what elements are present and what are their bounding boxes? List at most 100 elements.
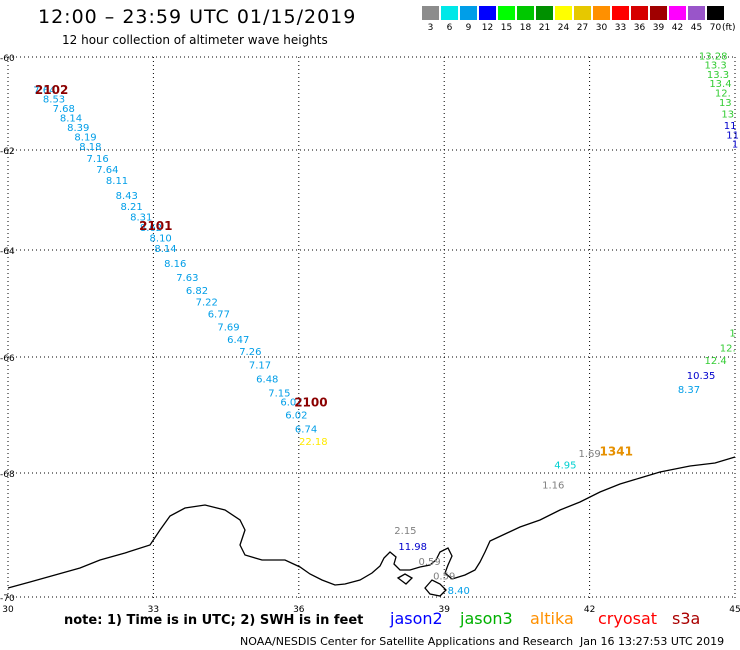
- longitude-tick-label: 45: [729, 605, 740, 615]
- latitude-tick-label: -70: [0, 594, 15, 604]
- wave-height-label: 8.40: [448, 586, 470, 597]
- scale-swatch: [441, 6, 458, 20]
- wave-height-label: 1: [732, 140, 738, 151]
- scale-label: 24: [557, 23, 570, 33]
- wave-height-label: 11: [724, 121, 737, 132]
- wave-height-label: 8.14: [154, 244, 176, 255]
- longitude-tick-label: 36: [293, 605, 305, 615]
- scale-label: 3: [427, 23, 434, 33]
- wave-height-label: 7.69: [217, 322, 239, 333]
- wave-height-label: 1.69: [578, 449, 600, 460]
- track-id-label: 1341: [600, 445, 633, 459]
- scale-swatch: [536, 6, 553, 20]
- wave-height-label: 7.15: [268, 388, 290, 399]
- scale-swatch: [422, 6, 439, 20]
- wave-height-label: 8.53: [43, 95, 65, 106]
- scale-swatch: [574, 6, 591, 20]
- wave-height-label: 6.82: [186, 286, 208, 297]
- scale-unit: (ft): [722, 23, 736, 33]
- wave-height-label: 6.48: [256, 375, 278, 386]
- scale-label: 30: [595, 23, 608, 33]
- scale-label: 33: [614, 23, 627, 33]
- wave-height-label: 7.22: [196, 298, 218, 309]
- scale-swatch: [669, 6, 686, 20]
- latitude-tick-label: -62: [0, 147, 15, 157]
- longitude-tick-label: 33: [148, 605, 159, 615]
- latitude-tick-label: -66: [0, 354, 15, 364]
- wave-height-label: 6.47: [227, 335, 249, 346]
- wave-height-label: 8.14: [60, 114, 82, 125]
- scale-label: 18: [519, 23, 532, 33]
- scale-swatch: [688, 6, 705, 20]
- wave-height-label: 2.15: [394, 526, 416, 537]
- footer-timestamp: Jan 16 13:27:53 UTC 2019: [580, 635, 725, 648]
- map-subtitle: 12 hour collection of altimeter wave hei…: [62, 33, 328, 47]
- wave-height-label: 6.74: [295, 424, 317, 435]
- satellite-legend-altika: altika: [530, 609, 574, 628]
- wave-height-label: 12.4: [704, 356, 726, 367]
- wave-height-label: 8.16: [164, 259, 186, 270]
- wave-height-label: 12.: [715, 89, 731, 100]
- wave-height-label: 7.17: [249, 361, 271, 372]
- track-id-label: 2101: [139, 219, 172, 233]
- satellite-legend-cryosat: cryosat: [598, 609, 658, 628]
- map-title: 12:00 – 23:59 UTC 01/15/2019: [38, 6, 357, 28]
- antarctic-coastline: [7, 456, 736, 597]
- longitude-tick-label: 30: [2, 605, 14, 615]
- scale-label: 36: [633, 23, 646, 33]
- scale-swatch: [631, 6, 648, 20]
- scale-label: 39: [652, 23, 665, 33]
- wave-height-label: 7.16: [87, 154, 109, 165]
- latitude-tick-label: -64: [0, 247, 15, 257]
- scale-swatch: [479, 6, 496, 20]
- wave-height-label: 11: [726, 130, 739, 141]
- scale-swatch: [612, 6, 629, 20]
- scale-label: 9: [465, 23, 472, 33]
- longitude-tick-label: 39: [438, 605, 450, 615]
- satellite-legend-jason3: jason3: [460, 609, 513, 628]
- wave-height-label: 8.43: [116, 191, 138, 202]
- wave-height-label: 6.77: [208, 309, 230, 320]
- wave-height-label: 22.18: [299, 437, 328, 448]
- wave-height-label: 6.07: [280, 398, 302, 409]
- coastline-inlet: [396, 573, 414, 585]
- wave-height-label: 0.59: [433, 572, 455, 583]
- wave-height-label: 8.19: [74, 133, 96, 144]
- scale-swatch: [707, 6, 724, 20]
- satellite-legend-s3a: s3a: [672, 609, 701, 628]
- scale-swatch: [593, 6, 610, 20]
- wave-height-label: 1.16: [542, 481, 564, 492]
- wave-height-label: 7.64: [96, 165, 118, 176]
- scale-label: 27: [576, 23, 589, 33]
- wave-height-label: 8.11: [106, 176, 128, 187]
- satellite-legend-jason2: jason2: [390, 609, 443, 628]
- wave-height-label: 7.63: [176, 273, 198, 284]
- latitude-tick-label: -60: [0, 54, 15, 64]
- wave-height-label: 0.59: [419, 557, 441, 568]
- wave-height-label: 12.: [720, 344, 736, 355]
- wave-height-label: 10.35: [687, 371, 716, 382]
- scale-label: 42: [671, 23, 684, 33]
- scale-swatch: [517, 6, 534, 20]
- wave-height-label: 13.3: [704, 61, 726, 72]
- scale-swatch: [460, 6, 477, 20]
- wave-height-label: 1: [729, 329, 735, 340]
- scale-swatch: [650, 6, 667, 20]
- wave-height-label: 8.37: [678, 385, 700, 396]
- scale-label: 6: [446, 23, 453, 33]
- wave-height-label: 13: [719, 98, 732, 109]
- wave-height-label: 4.95: [554, 460, 576, 471]
- wave-height-label: 7.68: [53, 104, 75, 115]
- wave-height-label: 8.39: [67, 123, 89, 134]
- wave-height-label: 11.98: [398, 542, 427, 553]
- wave-height-label: 7.26: [239, 347, 261, 358]
- footer-note: note: 1) Time is in UTC; 2) SWH is in fe…: [64, 613, 364, 628]
- coastline-path: [7, 456, 736, 589]
- wave-height-label: 8.21: [120, 202, 142, 213]
- wave-height-label: 6.02: [285, 410, 307, 421]
- scale-label: 70: [709, 23, 722, 33]
- longitude-tick-label: 42: [584, 605, 595, 615]
- track-id-label: 2102: [35, 83, 68, 97]
